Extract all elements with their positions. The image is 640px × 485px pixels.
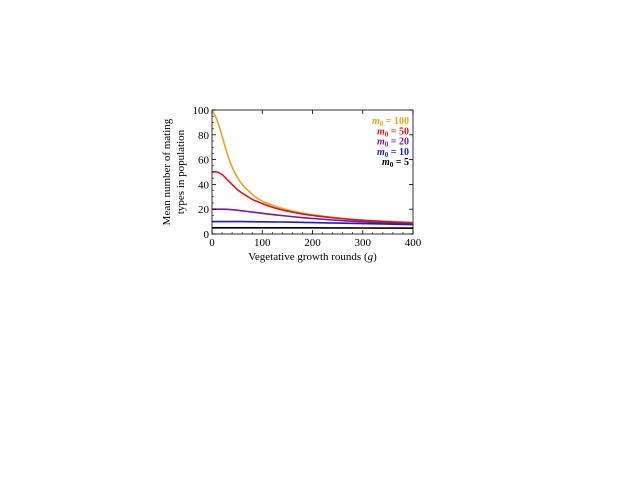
y-axis-title: Mean number of mating types in populatio…: [161, 118, 187, 225]
y-tick-label: 80: [198, 130, 210, 142]
series-line-1: [212, 172, 413, 223]
y-tick-label: 20: [198, 204, 210, 216]
y-axis-title-line-1: Mean number of mating: [161, 118, 173, 225]
x-tick-label: 100: [254, 237, 271, 249]
y-axis-title-line-2: types in population: [175, 129, 187, 214]
x-tick-label: 400: [405, 237, 422, 249]
y-tick-label: 60: [198, 155, 210, 167]
x-tick-label: 300: [355, 237, 372, 249]
x-tick-label: 0: [209, 237, 215, 249]
y-tick-label: 40: [198, 179, 210, 191]
x-tick-label: 200: [304, 237, 321, 249]
y-tick-label: 0: [204, 229, 210, 241]
legend-entry-4: m0 = 5: [382, 157, 409, 169]
x-axis-title: Vegetative growth rounds (g): [248, 251, 377, 263]
y-tick-label: 100: [193, 105, 210, 117]
